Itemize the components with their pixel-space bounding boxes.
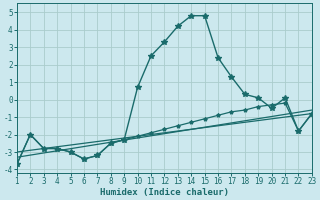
X-axis label: Humidex (Indice chaleur): Humidex (Indice chaleur) <box>100 188 229 197</box>
